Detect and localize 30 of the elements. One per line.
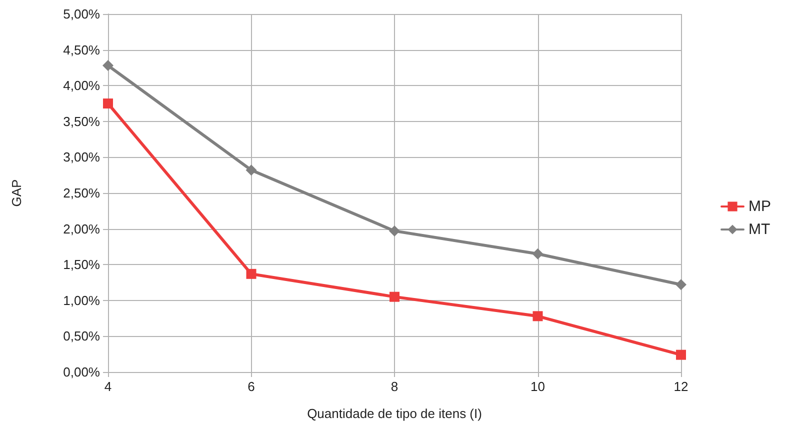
x-tick-label: 4 [104, 379, 112, 394]
y-tick-label: 5,00% [63, 6, 100, 22]
point [246, 164, 257, 176]
y-tick-label: 3,00% [63, 150, 100, 165]
y-tick-label: 0,50% [63, 328, 100, 344]
point [103, 98, 113, 108]
y-tick-label: 3,50% [63, 114, 100, 129]
x-tick-label: 8 [390, 379, 398, 394]
legend-label: MP [748, 198, 771, 215]
point [532, 311, 543, 322]
point [676, 279, 686, 290]
point [676, 350, 686, 360]
y-tick-label: 1,50% [63, 257, 100, 272]
point [102, 60, 114, 72]
point [532, 248, 544, 260]
y-tick-label: 2,00% [63, 221, 100, 236]
legend-label: MT [748, 221, 770, 238]
x-tick-label: 10 [530, 379, 545, 394]
y-tick-label: 4,00% [63, 78, 100, 94]
point [246, 268, 256, 279]
point [389, 225, 400, 236]
y-axis-title: GAP [9, 179, 24, 207]
point [390, 292, 400, 302]
y-tick-label: 1,00% [63, 292, 100, 308]
x-axis-title: Quantidade de tipo de itens (I) [307, 406, 482, 421]
y-tick-label: 4,50% [63, 42, 100, 58]
y-tick-label: 0,00% [63, 364, 100, 380]
x-tick-label: 6 [248, 379, 255, 394]
x-tick-label: 12 [674, 379, 688, 394]
y-tick-label: 2,50% [63, 186, 100, 200]
